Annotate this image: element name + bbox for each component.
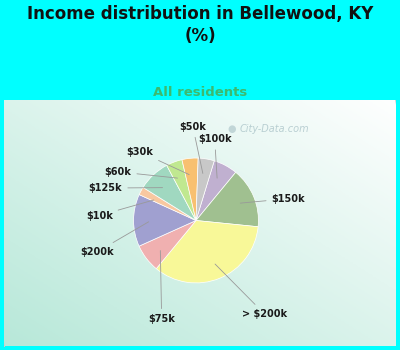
Text: $75k: $75k: [148, 251, 175, 324]
Wedge shape: [182, 158, 198, 220]
Text: $30k: $30k: [126, 147, 189, 175]
Text: City-Data.com: City-Data.com: [239, 124, 309, 134]
Wedge shape: [156, 220, 258, 283]
Wedge shape: [139, 187, 196, 220]
Text: > $200k: > $200k: [215, 264, 287, 319]
Text: $10k: $10k: [86, 200, 154, 220]
Wedge shape: [143, 166, 196, 220]
Text: $200k: $200k: [80, 222, 149, 257]
Wedge shape: [196, 158, 214, 220]
Wedge shape: [167, 160, 196, 220]
Text: All residents: All residents: [153, 86, 247, 99]
Text: $50k: $50k: [180, 122, 206, 174]
Text: Income distribution in Bellewood, KY
(%): Income distribution in Bellewood, KY (%): [27, 5, 373, 46]
Text: ●: ●: [228, 124, 236, 134]
Text: $150k: $150k: [240, 194, 305, 204]
Wedge shape: [196, 172, 258, 227]
Text: $60k: $60k: [104, 167, 178, 178]
Text: $100k: $100k: [198, 134, 232, 178]
Wedge shape: [196, 161, 236, 220]
Text: $125k: $125k: [89, 183, 162, 193]
Wedge shape: [134, 195, 196, 246]
Wedge shape: [139, 220, 196, 269]
